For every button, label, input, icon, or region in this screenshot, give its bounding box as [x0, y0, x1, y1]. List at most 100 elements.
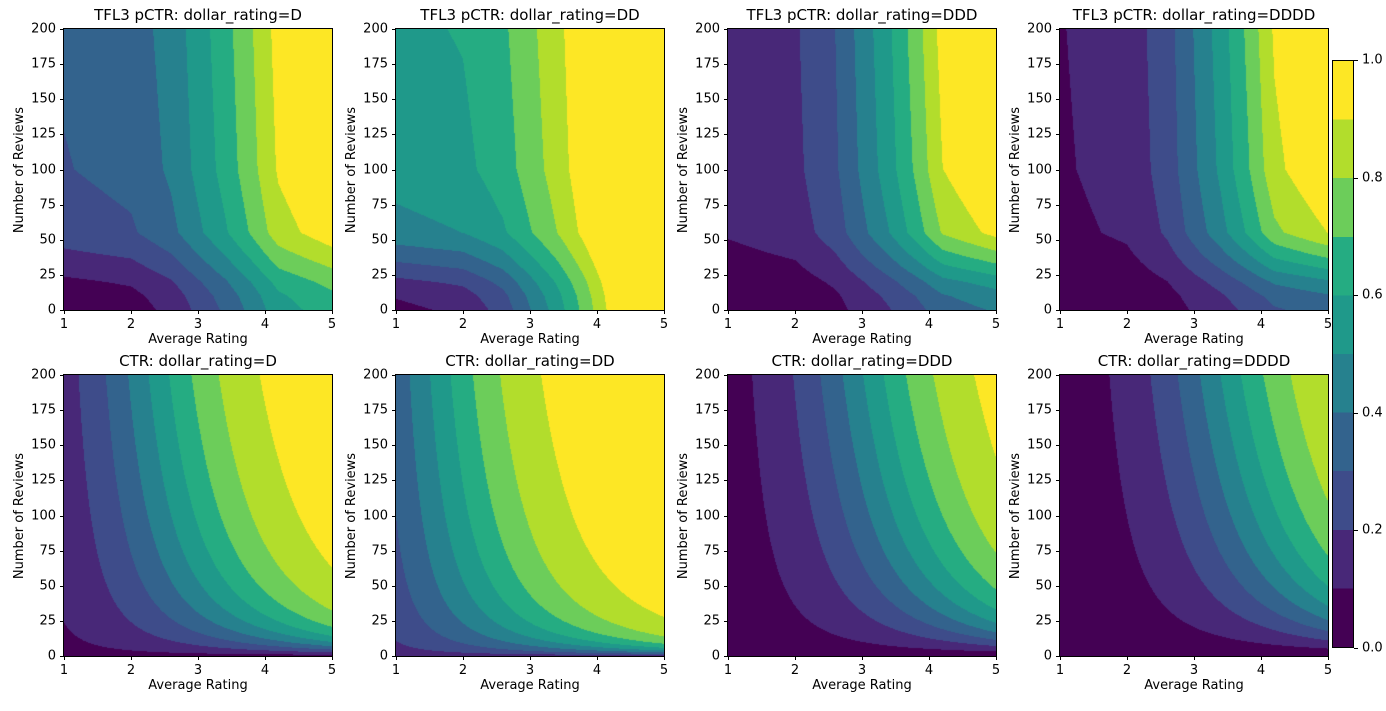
panel-title: CTR: dollar_rating=DDDD: [1097, 352, 1291, 370]
x-tick-label: 3: [1189, 317, 1199, 332]
x-axis-label: Average Rating: [480, 332, 580, 347]
y-tick-mark: [60, 64, 64, 66]
y-tick-label: 50: [1035, 578, 1052, 594]
colorbar-tick-mark: [1354, 648, 1358, 649]
y-tick-label: 175: [1027, 56, 1052, 72]
x-tick-mark: [1194, 310, 1195, 314]
y-tick-label: 25: [1035, 267, 1052, 283]
colorbar-tick-label: 0.8: [1362, 170, 1383, 186]
x-axis-label: Average Rating: [812, 678, 912, 693]
y-tick-label: 0: [1043, 648, 1052, 664]
x-tick-label: 3: [193, 317, 203, 332]
x-tick-mark: [332, 656, 333, 660]
panel-tfl3-pctr-dddd: TFL3 pCTR: dollar_rating=DDDD Number of …: [1008, 6, 1332, 347]
y-tick-mark: [1056, 410, 1060, 412]
panel-title: TFL3 pCTR: dollar_rating=DD: [420, 6, 640, 24]
y-tick-mark: [392, 375, 396, 376]
x-tick-mark: [862, 656, 863, 660]
y-tick-label: 0: [47, 648, 56, 664]
y-tick-label: 150: [695, 91, 720, 107]
x-tick-mark: [795, 656, 796, 660]
x-tick-mark: [728, 310, 729, 314]
y-tick-mark: [724, 239, 728, 241]
contour-plot-canvas: [728, 375, 996, 656]
x-tick-mark: [597, 310, 598, 314]
y-tick-label: 125: [363, 126, 388, 142]
y-tick-label: 200: [31, 21, 56, 37]
panel-ctr-ddd: CTR: dollar_rating=DDD Number of Reviews…: [676, 352, 1000, 693]
contour-plot-canvas: [1060, 375, 1328, 656]
x-axis-label: Average Rating: [148, 678, 248, 693]
y-tick-label: 75: [371, 543, 388, 559]
y-tick-mark: [724, 515, 728, 517]
y-tick-mark: [392, 239, 396, 241]
y-tick-mark: [1056, 310, 1060, 311]
x-tick-label: 2: [126, 663, 136, 678]
y-tick-mark: [60, 29, 64, 30]
x-tick-mark: [1194, 656, 1195, 660]
y-tick-label: 125: [695, 472, 720, 488]
y-tick-label: 25: [371, 267, 388, 283]
x-tick-label: 3: [525, 317, 535, 332]
y-tick-mark: [724, 410, 728, 412]
y-tick-label: 175: [695, 56, 720, 72]
x-tick-label: 4: [924, 663, 934, 678]
y-tick-label: 100: [695, 162, 720, 177]
x-tick-mark: [996, 656, 997, 660]
y-tick-label: 150: [695, 437, 720, 453]
x-tick-mark: [1328, 310, 1329, 314]
x-tick-mark: [131, 310, 132, 314]
y-tick-mark: [392, 204, 396, 206]
y-tick-mark: [60, 169, 64, 171]
x-tick-mark: [862, 310, 863, 314]
x-tick-label: 2: [790, 663, 800, 678]
x-tick-label: 4: [260, 317, 270, 332]
y-tick-mark: [60, 410, 64, 412]
y-tick-mark: [1056, 239, 1060, 241]
y-tick-label: 75: [703, 197, 720, 213]
y-tick-label: 75: [39, 543, 56, 559]
y-tick-mark: [724, 29, 728, 30]
x-tick-mark: [597, 656, 598, 660]
y-axis-label: Number of Reviews: [12, 106, 27, 233]
y-tick-mark: [60, 274, 64, 276]
y-tick-mark: [724, 64, 728, 66]
y-tick-mark: [1056, 274, 1060, 276]
panel-title: CTR: dollar_rating=DD: [445, 352, 615, 370]
y-tick-mark: [1056, 204, 1060, 206]
panel-title: CTR: dollar_rating=D: [119, 352, 277, 370]
x-tick-label: 2: [126, 317, 136, 332]
y-tick-mark: [1056, 515, 1060, 517]
y-tick-label: 0: [47, 302, 56, 318]
contour-plot-canvas: [64, 29, 332, 310]
y-tick-label: 150: [363, 437, 388, 453]
x-tick-label: 4: [260, 663, 270, 678]
x-tick-mark: [929, 656, 930, 660]
contour-plot-canvas: [64, 375, 332, 656]
x-tick-label: 1: [1055, 663, 1065, 678]
y-tick-label: 25: [39, 267, 56, 283]
panel-ctr-dd: CTR: dollar_rating=DD Number of Reviews …: [344, 352, 668, 693]
colorbar-tick-mark: [1354, 177, 1358, 179]
y-tick-label: 100: [31, 162, 56, 177]
y-tick-mark: [392, 445, 396, 447]
y-tick-mark: [392, 310, 396, 311]
y-tick-mark: [1056, 656, 1060, 657]
y-tick-label: 125: [1027, 126, 1052, 142]
x-tick-label: 5: [327, 317, 337, 332]
y-tick-label: 200: [363, 367, 388, 383]
x-tick-label: 5: [659, 317, 669, 332]
panel-ctr-dddd: CTR: dollar_rating=DDDD Number of Review…: [1008, 352, 1332, 693]
y-tick-mark: [724, 99, 728, 101]
y-tick-label: 200: [695, 21, 720, 37]
x-tick-mark: [728, 656, 729, 660]
x-tick-label: 5: [1323, 317, 1333, 332]
colorbar-tick-label: 0.0: [1362, 640, 1383, 656]
x-tick-label: 2: [1122, 663, 1132, 678]
x-tick-label: 1: [391, 663, 401, 678]
y-tick-label: 150: [31, 437, 56, 453]
y-tick-mark: [724, 480, 728, 482]
y-tick-label: 175: [1027, 402, 1052, 418]
y-tick-label: 75: [371, 197, 388, 213]
